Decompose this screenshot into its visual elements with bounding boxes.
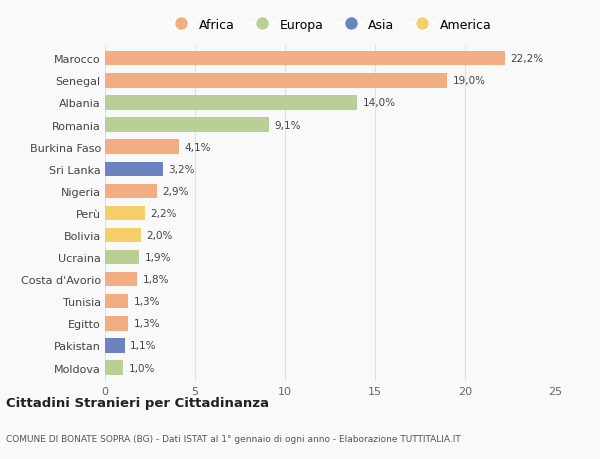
Bar (105, 361, 123, 375)
Text: 19,0%: 19,0% (452, 76, 485, 86)
Text: 1,9%: 1,9% (145, 252, 171, 263)
Bar (105, 250, 139, 265)
Text: 1,1%: 1,1% (130, 341, 157, 351)
Text: 1,3%: 1,3% (134, 297, 160, 307)
Bar (105, 118, 269, 133)
Bar (105, 206, 145, 221)
Bar (105, 162, 163, 177)
Text: 4,1%: 4,1% (184, 142, 211, 152)
Text: 22,2%: 22,2% (510, 54, 543, 64)
Bar (105, 140, 179, 155)
Text: 2,0%: 2,0% (146, 230, 173, 241)
Legend: Africa, Europa, Asia, America: Africa, Europa, Asia, America (169, 19, 491, 32)
Bar (105, 52, 505, 66)
Bar (105, 96, 357, 110)
Bar (105, 272, 137, 287)
Text: COMUNE DI BONATE SOPRA (BG) - Dati ISTAT al 1° gennaio di ogni anno - Elaborazio: COMUNE DI BONATE SOPRA (BG) - Dati ISTAT… (6, 434, 461, 442)
Text: Cittadini Stranieri per Cittadinanza: Cittadini Stranieri per Cittadinanza (6, 396, 269, 409)
Text: 2,9%: 2,9% (163, 186, 189, 196)
Text: 9,1%: 9,1% (274, 120, 301, 130)
Bar (105, 184, 157, 199)
Bar (105, 228, 141, 243)
Bar (105, 74, 447, 88)
Text: 2,2%: 2,2% (150, 208, 176, 218)
Text: 1,8%: 1,8% (143, 274, 169, 285)
Text: 14,0%: 14,0% (362, 98, 395, 108)
Bar (105, 317, 128, 331)
Text: 3,2%: 3,2% (168, 164, 194, 174)
Text: 1,0%: 1,0% (128, 363, 155, 373)
Text: 1,3%: 1,3% (134, 319, 160, 329)
Bar (105, 294, 128, 309)
Bar (105, 339, 125, 353)
